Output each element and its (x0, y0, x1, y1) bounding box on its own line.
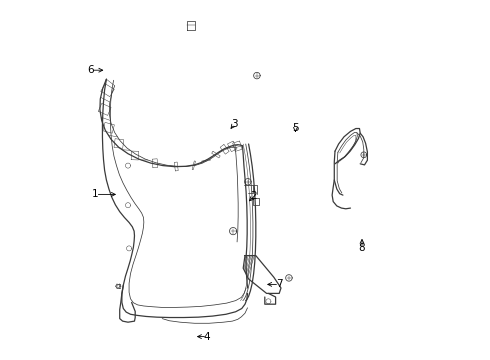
Text: 8: 8 (359, 243, 366, 253)
Text: 2: 2 (251, 191, 257, 201)
Text: 4: 4 (204, 332, 211, 342)
Text: 3: 3 (231, 119, 238, 129)
Text: 6: 6 (88, 65, 94, 75)
Text: 1: 1 (92, 189, 99, 199)
Text: 5: 5 (292, 123, 299, 133)
Text: 7: 7 (276, 279, 283, 289)
